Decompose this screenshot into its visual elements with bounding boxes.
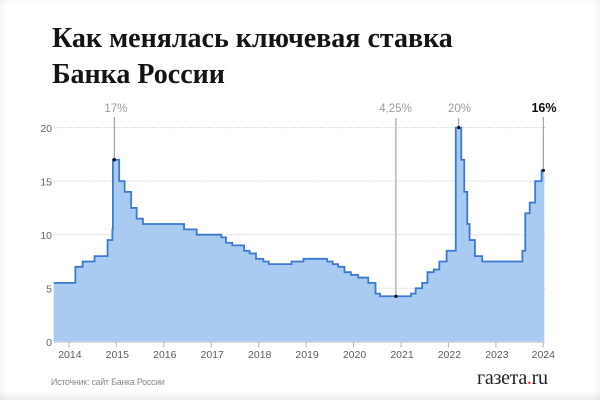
svg-text:17%: 17% [104,103,127,115]
svg-text:2023: 2023 [485,349,509,361]
svg-text:2017: 2017 [201,349,225,361]
svg-text:2019: 2019 [295,349,319,361]
svg-text:2016: 2016 [153,349,177,361]
svg-text:10: 10 [40,230,52,242]
svg-text:2014: 2014 [58,349,82,361]
svg-text:15: 15 [40,177,52,189]
svg-text:20: 20 [40,123,52,135]
svg-text:4,25%: 4,25% [379,103,412,115]
svg-text:2022: 2022 [438,349,462,361]
svg-text:2015: 2015 [106,349,130,361]
svg-text:0: 0 [46,337,52,349]
svg-text:2020: 2020 [343,349,367,361]
svg-text:16%: 16% [531,101,556,115]
svg-text:2021: 2021 [390,349,414,361]
svg-text:2018: 2018 [248,349,272,361]
svg-text:2024: 2024 [532,349,556,361]
svg-text:20%: 20% [448,103,471,115]
svg-text:5: 5 [46,284,52,296]
